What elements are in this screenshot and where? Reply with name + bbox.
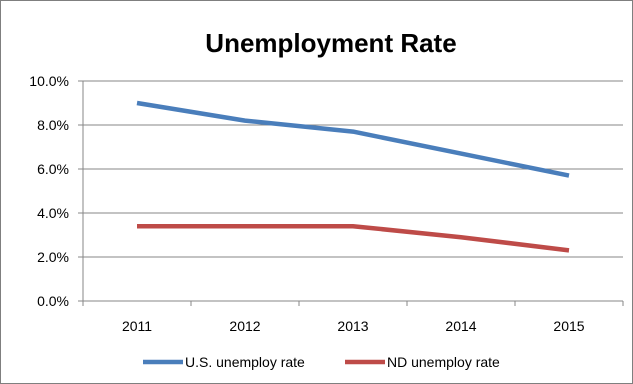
series-line-0: [136, 100, 570, 178]
chart-title: Unemployment Rate: [205, 28, 456, 58]
x-tick-labels: 2011 2012 2013 2014 2015: [122, 318, 585, 334]
legend-label: ND unemploy rate: [387, 354, 500, 370]
legend-label: U.S. unemploy rate: [185, 354, 305, 370]
legend: U.S. unemploy rate ND unemploy rate: [143, 354, 500, 370]
axes: [78, 80, 624, 306]
x-tick-label: 2015: [553, 318, 584, 334]
y-tick-label: 8.0%: [37, 117, 69, 133]
gridlines: [83, 80, 623, 258]
y-tick-labels: 0.0% 2.0% 4.0% 6.0% 8.0% 10.0%: [29, 73, 69, 309]
y-tick-label: 2.0%: [37, 249, 69, 265]
y-tick-label: 4.0%: [37, 205, 69, 221]
series-line-1: [137, 223, 570, 253]
x-tick-label: 2012: [229, 318, 260, 334]
x-tick-label: 2013: [337, 318, 368, 334]
y-tick-label: 6.0%: [37, 161, 69, 177]
series-lines: [136, 100, 570, 253]
x-tick-label: 2011: [122, 318, 152, 334]
y-tick-label: 10.0%: [29, 73, 69, 89]
y-tick-label: 0.0%: [37, 293, 69, 309]
x-tick-label: 2014: [445, 318, 476, 334]
